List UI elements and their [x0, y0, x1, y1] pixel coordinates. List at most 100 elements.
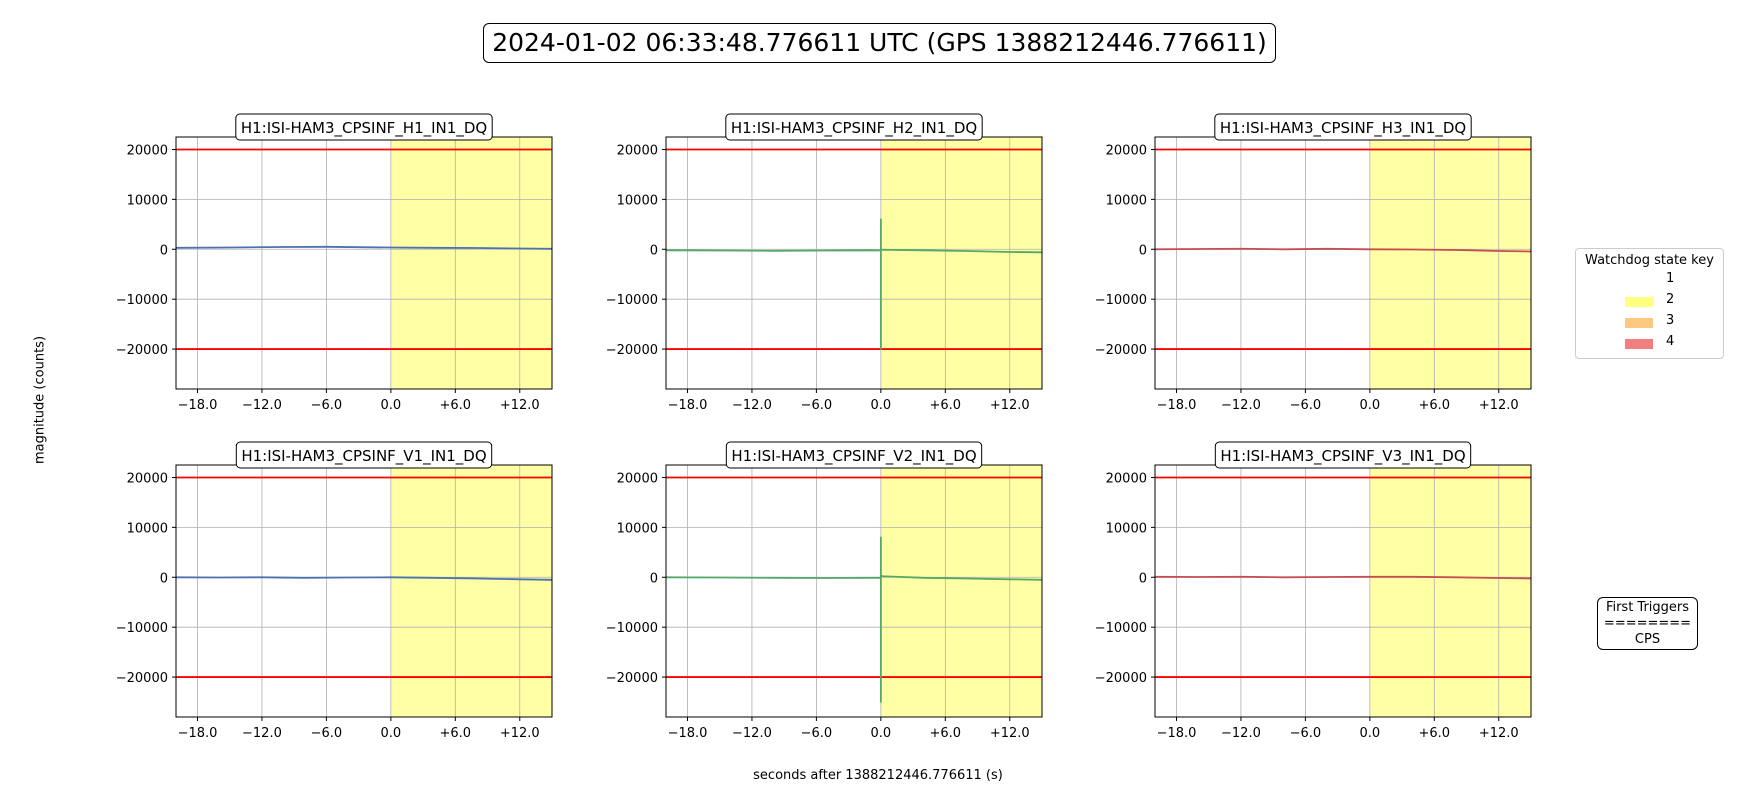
y-tick-label: −20000: [116, 343, 168, 358]
state-shading: [390, 465, 552, 717]
panel-title-box: [1214, 113, 1472, 141]
series-line: [1154, 575, 1532, 580]
state-shading: [1369, 465, 1531, 717]
x-tick-label: 0.0: [871, 726, 892, 741]
y-tick-label: 10000: [127, 193, 168, 208]
x-tick-label: −6.0: [1290, 726, 1322, 741]
x-axis-label: seconds after 1388212446.776611 (s): [753, 768, 1003, 783]
y-tick-label: −10000: [1095, 293, 1147, 308]
x-tick-label: 0.0: [1360, 398, 1381, 413]
y-tick-label: −10000: [606, 621, 658, 636]
x-tick-label: −18.0: [178, 398, 218, 413]
legend-swatch: [1625, 276, 1653, 286]
first-triggers-box: First Triggers ======== CPS: [1597, 597, 1698, 650]
legend-swatch: [1625, 339, 1653, 349]
legend-label: 2: [1666, 292, 1675, 307]
y-tick-label: −20000: [1095, 671, 1147, 686]
y-tick-label: 0: [160, 571, 168, 586]
y-tick-label: −10000: [116, 621, 168, 636]
triggers-value: CPS: [1634, 632, 1661, 647]
panel: −18.0 −12.0 −6.0 0.0 +6.0 +12.0 20000 10000 0 −10…: [116, 113, 553, 413]
legend-label: 1: [1666, 271, 1675, 286]
legend-item: 4: [1576, 334, 1723, 352]
series-line: [175, 576, 553, 581]
x-tick-label: +12.0: [500, 726, 540, 741]
y-tick-label: 0: [650, 243, 658, 258]
x-tick-label: +12.0: [500, 398, 540, 413]
x-tick-label: −12.0: [1221, 398, 1261, 413]
y-tick-label: −10000: [606, 293, 658, 308]
y-tick-label: 10000: [617, 193, 658, 208]
x-tick-label: +6.0: [440, 398, 472, 413]
legend-label: 4: [1666, 334, 1675, 349]
y-tick-label: 10000: [127, 521, 168, 536]
y-tick-label: 0: [1139, 571, 1147, 586]
figure-title: 2024-01-02 06:33:48.776611 UTC (GPS 1388…: [483, 23, 1276, 63]
watchdog-legend: Watchdog state key 1 2 3 4: [1575, 248, 1724, 359]
y-tick-label: −10000: [116, 293, 168, 308]
panel-title: H1:ISI-HAM3_CPSINF_H1_IN1_DQ: [241, 119, 487, 138]
y-tick-label: −20000: [606, 671, 658, 686]
x-tick-label: −12.0: [732, 398, 772, 413]
legend-item: 2: [1576, 292, 1723, 310]
series-line: [175, 245, 553, 250]
y-tick-label: 20000: [617, 143, 658, 158]
x-tick-label: +6.0: [930, 398, 962, 413]
panel-title: H1:ISI-HAM3_CPSINF_H2_IN1_DQ: [731, 119, 977, 138]
state-shading: [390, 137, 552, 389]
series-line: [665, 536, 1043, 703]
y-tick-label: 20000: [127, 143, 168, 158]
y-tick-label: 10000: [617, 521, 658, 536]
legend-swatch: [1625, 297, 1653, 307]
triggers-separator: ========: [1603, 616, 1692, 631]
y-tick-label: 20000: [617, 471, 658, 486]
x-tick-label: +12.0: [1479, 398, 1519, 413]
y-tick-label: 20000: [127, 471, 168, 486]
y-tick-label: 20000: [1106, 471, 1147, 486]
y-tick-label: −20000: [1095, 343, 1147, 358]
panel-title-box: [725, 113, 983, 141]
y-tick-label: 0: [160, 243, 168, 258]
y-tick-label: 0: [1139, 243, 1147, 258]
x-tick-label: +12.0: [990, 726, 1030, 741]
x-tick-label: −6.0: [801, 726, 833, 741]
x-tick-label: −12.0: [242, 726, 282, 741]
series-line: [1154, 247, 1532, 253]
panel-title: H1:ISI-HAM3_CPSINF_H3_IN1_DQ: [1220, 119, 1466, 138]
x-tick-label: 0.0: [1360, 726, 1381, 741]
x-tick-label: +6.0: [440, 726, 472, 741]
y-tick-label: 10000: [1106, 193, 1147, 208]
panel: −18.0 −12.0 −6.0 0.0 +6.0 +12.0 20000 10000 0 −10…: [1095, 441, 1532, 741]
x-tick-label: +12.0: [990, 398, 1030, 413]
legend-swatch: [1625, 318, 1653, 328]
legend-label: 3: [1666, 313, 1675, 328]
y-tick-label: 20000: [1106, 143, 1147, 158]
x-tick-label: −12.0: [1221, 726, 1261, 741]
x-tick-label: −18.0: [178, 726, 218, 741]
state-shading: [880, 137, 1042, 389]
legend-item: 1: [1576, 271, 1723, 289]
panel-title-box: [1214, 441, 1472, 469]
series-line: [665, 218, 1043, 351]
x-tick-label: 0.0: [381, 398, 402, 413]
panel: −18.0 −12.0 −6.0 0.0 +6.0 +12.0 20000 10000 0 −10…: [1095, 113, 1532, 413]
triggers-title: First Triggers: [1605, 600, 1690, 615]
x-tick-label: −6.0: [1290, 398, 1322, 413]
x-tick-label: −6.0: [311, 726, 343, 741]
y-tick-label: 0: [650, 571, 658, 586]
x-tick-label: −18.0: [668, 398, 708, 413]
x-tick-label: +12.0: [1479, 726, 1519, 741]
x-tick-label: +6.0: [1419, 726, 1451, 741]
x-tick-label: +6.0: [930, 726, 962, 741]
x-tick-label: −6.0: [801, 398, 833, 413]
panel: −18.0 −12.0 −6.0 0.0 +6.0 +12.0 20000 10000 0 −10…: [606, 441, 1043, 741]
state-shading: [880, 465, 1042, 717]
x-tick-label: −18.0: [668, 726, 708, 741]
y-tick-label: −10000: [1095, 621, 1147, 636]
x-tick-label: −12.0: [732, 726, 772, 741]
panel-title-box: [235, 441, 493, 469]
x-tick-label: −18.0: [1157, 726, 1197, 741]
y-tick-label: 10000: [1106, 521, 1147, 536]
state-shading: [1369, 137, 1531, 389]
